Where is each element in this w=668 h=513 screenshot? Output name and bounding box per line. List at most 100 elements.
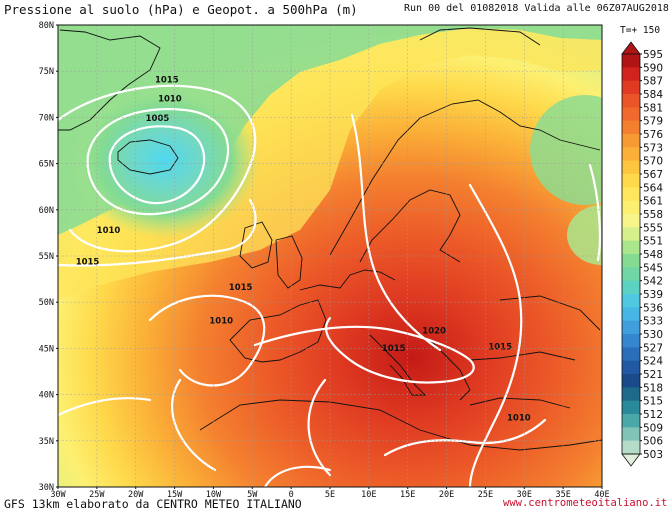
- colorbar-label: 524: [643, 356, 663, 368]
- colorbar-label: 530: [643, 329, 663, 341]
- colorbar-swatch: [622, 280, 640, 295]
- colorbar-label: 590: [643, 62, 663, 74]
- colorbar-swatch: [622, 67, 640, 82]
- latitude-label: 30N: [39, 483, 54, 493]
- colorbar-swatch: [622, 80, 640, 95]
- longitude-label: 25E: [478, 490, 493, 500]
- colorbar-bottom-arrow: [621, 453, 641, 467]
- latitude-label: 40N: [39, 391, 54, 401]
- colorbar-swatch: [622, 174, 640, 188]
- isobar-label: 1010: [507, 413, 531, 423]
- isobar-label: 1010: [97, 226, 121, 236]
- latitude-label: 65N: [39, 160, 54, 170]
- colorbar-label: 551: [643, 236, 663, 248]
- colorbar-label: 579: [643, 116, 663, 128]
- longitude-label: 25W: [89, 490, 105, 500]
- longitude-label: 0: [289, 490, 294, 500]
- colorbar-label: 595: [643, 49, 663, 61]
- isobar-label: 1015: [488, 342, 512, 352]
- longitude-label: 30W: [50, 490, 66, 500]
- graticule: [58, 25, 602, 487]
- isobar-label: 1010: [158, 95, 182, 105]
- colorbar-label: 561: [643, 196, 663, 208]
- colorbar-label: 518: [643, 382, 663, 394]
- colorbar-swatch: [622, 347, 640, 362]
- colorbar-swatch: [622, 160, 640, 175]
- colorbar-swatch: [622, 294, 640, 308]
- colorbar-label: 503: [643, 449, 663, 461]
- isobar-label: 1010: [209, 316, 233, 326]
- colorbar-swatch: [622, 307, 640, 322]
- isobar-labels: 1015 1010 1005 1010 1015 1015 1010 1020 1015 1015…: [76, 75, 531, 423]
- isobar-label: 1015: [382, 344, 406, 354]
- colorbar-swatch: [622, 54, 640, 68]
- longitude-label: 15W: [167, 490, 183, 500]
- colorbar-swatch: [622, 414, 640, 428]
- colorbar-label: 584: [643, 89, 663, 101]
- colorbar-label: 587: [643, 76, 663, 88]
- colorbar-swatch: [622, 147, 640, 162]
- longitude-label: 15E: [400, 490, 415, 500]
- isobar-label: 1020: [422, 327, 446, 337]
- colorbar-label: 521: [643, 369, 663, 381]
- colorbar-label: 573: [643, 142, 663, 154]
- colorbar-swatch: [622, 334, 640, 348]
- colorbar-label: 506: [643, 436, 663, 448]
- longitude-label: 35E: [555, 490, 570, 500]
- isobar-label: 1015: [76, 257, 100, 267]
- latitude-label: 75N: [39, 67, 54, 77]
- colorbar-top-arrow: [621, 41, 641, 55]
- colorbar-swatch: [622, 400, 640, 415]
- latitude-label: 50N: [39, 298, 54, 308]
- colorbar-label: 548: [643, 249, 663, 261]
- latitude-label: 45N: [39, 344, 54, 354]
- colorbar-label: 512: [643, 409, 663, 421]
- latitude-label: 80N: [39, 21, 54, 31]
- colorbar-label: 545: [643, 262, 663, 274]
- latitude-label: 70N: [39, 113, 54, 123]
- colorbar-label: 509: [643, 422, 663, 434]
- colorbar-swatch: [622, 427, 640, 442]
- colorbar-label: 576: [643, 129, 663, 141]
- colorbar-label: 542: [643, 276, 663, 288]
- colorbar-label: 564: [643, 182, 663, 194]
- model-credit: GFS 13km elaborato da CENTRO METEO ITALI…: [4, 497, 302, 511]
- colorbar-label: 527: [643, 342, 663, 354]
- colorbar-label: 581: [643, 102, 663, 114]
- longitude-label: 30E: [517, 490, 532, 500]
- colorbar-swatch: [622, 440, 640, 455]
- longitude-labels: 30W 25W 20W 15W 10W 5W 0 5E 10E 15E 20E 25E 30E 35E 40…: [50, 487, 610, 500]
- colorbar-swatch: [622, 360, 640, 375]
- longitude-label: 10W: [206, 490, 222, 500]
- latitude-label: 60N: [39, 206, 54, 216]
- colorbar-label: 570: [643, 156, 663, 168]
- isobar-label: 1015: [155, 75, 179, 85]
- colorbar-swatch: [622, 94, 640, 108]
- colorbar-label: 558: [643, 209, 663, 221]
- iceland-low: [70, 82, 260, 238]
- run-validity: Run 00 del 01082018 Valida alle 06Z07AUG…: [404, 3, 668, 14]
- colorbar-label: 567: [643, 169, 663, 181]
- colorbar-swatch: [622, 267, 640, 282]
- colorbar-swatch: [622, 254, 640, 268]
- colorbar-swatch: [622, 134, 640, 148]
- colorbar-swatch: [622, 227, 640, 242]
- colorbar-swatch: [622, 107, 640, 122]
- colorbar-swatch: [622, 387, 640, 402]
- geopotential-band-north: [58, 25, 602, 235]
- colorbar-swatch: [622, 320, 640, 335]
- colorbar-label: 539: [643, 289, 663, 301]
- colorbar-label: 533: [643, 316, 663, 328]
- northeast-trough: [530, 95, 602, 205]
- colorbar-swatch: [622, 187, 640, 202]
- colorbar-swatch: [622, 120, 640, 135]
- longitude-label: 10E: [361, 490, 376, 500]
- chart-title: Pressione al suolo (hPa) e Geopot. a 500…: [4, 2, 358, 17]
- colorbar-swatch: [622, 214, 640, 228]
- latitude-label: 35N: [39, 437, 54, 447]
- colorbar-swatch: [622, 240, 640, 255]
- website-link[interactable]: www.centrometeoitaliano.it: [503, 497, 668, 509]
- longitude-label: 20E: [439, 490, 454, 500]
- forecast-step: T=+ 150: [620, 25, 661, 36]
